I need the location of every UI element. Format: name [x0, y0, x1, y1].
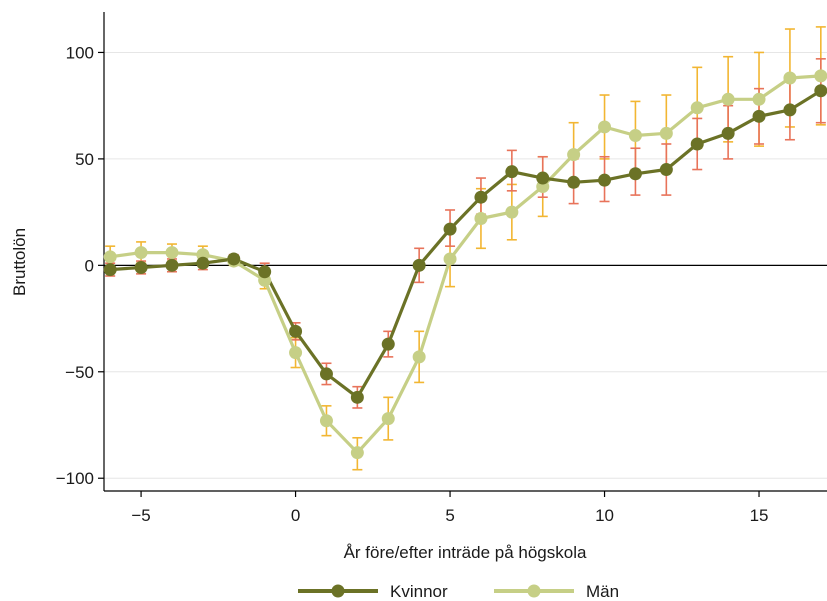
legend-item-man: Män	[494, 582, 619, 601]
data-point-1	[659, 126, 673, 140]
y-tick-label: 100	[66, 43, 94, 62]
x-tick-label: 10	[595, 506, 614, 525]
axes	[103, 12, 827, 492]
x-tick-label: 0	[291, 506, 300, 525]
data-point-0	[659, 163, 673, 177]
data-point-0	[598, 173, 612, 187]
legend-item-kvinnor: Kvinnor	[298, 582, 448, 601]
data-point-0	[505, 165, 519, 179]
data-point-1	[628, 128, 642, 142]
data-point-1	[752, 92, 766, 106]
data-point-1	[134, 246, 148, 260]
data-point-0	[783, 103, 797, 117]
data-point-0	[536, 171, 550, 185]
series-lines	[109, 74, 822, 455]
legend-marker-kvinnor	[331, 584, 345, 598]
data-point-1	[165, 246, 179, 260]
data-point-1	[505, 205, 519, 219]
data-point-1	[350, 446, 364, 460]
y-tick-label: −100	[56, 469, 94, 488]
data-point-1	[289, 346, 303, 360]
data-point-0	[134, 260, 148, 274]
data-point-0	[474, 190, 488, 204]
y-axis-title: Bruttolön	[10, 228, 29, 296]
data-point-1	[567, 148, 581, 162]
data-point-0	[690, 137, 704, 151]
y-tick-label: 50	[75, 150, 94, 169]
data-point-0	[381, 337, 395, 351]
data-point-0	[567, 175, 581, 189]
data-point-1	[443, 252, 457, 266]
series-points	[103, 69, 827, 460]
data-point-0	[227, 252, 241, 266]
data-point-0	[752, 109, 766, 123]
x-axis-title: År före/efter inträde på högskola	[344, 543, 587, 562]
y-tick-label: 0	[85, 256, 94, 275]
data-point-0	[196, 256, 210, 270]
data-point-1	[103, 250, 117, 264]
gridlines	[104, 51, 827, 479]
data-point-0	[258, 265, 272, 279]
data-point-1	[319, 414, 333, 428]
data-point-0	[443, 222, 457, 236]
confidence-intervals	[105, 26, 826, 471]
data-point-0	[628, 167, 642, 181]
legend-marker-man	[527, 584, 541, 598]
data-point-1	[814, 69, 827, 83]
data-point-0	[814, 84, 827, 98]
data-point-1	[690, 101, 704, 115]
data-point-1	[412, 350, 426, 364]
data-point-0	[350, 390, 364, 404]
data-point-1	[381, 412, 395, 426]
x-tick-label: 15	[750, 506, 769, 525]
data-point-1	[598, 120, 612, 134]
data-point-1	[783, 71, 797, 85]
series-line-1	[109, 74, 821, 455]
data-point-1	[474, 212, 488, 226]
y-tick-label: −50	[65, 363, 94, 382]
x-tick-label: 5	[445, 506, 454, 525]
series-line-0	[110, 89, 822, 399]
data-point-0	[289, 324, 303, 338]
data-point-0	[319, 367, 333, 381]
data-point-0	[165, 258, 179, 272]
legend-label-kvinnor: Kvinnor	[390, 582, 448, 601]
data-point-0	[103, 263, 117, 277]
legend: Kvinnor Män	[298, 582, 619, 601]
data-point-0	[412, 258, 426, 272]
data-point-1	[721, 92, 735, 106]
x-tick-label: −5	[131, 506, 150, 525]
data-point-0	[721, 126, 735, 140]
legend-label-man: Män	[586, 582, 619, 601]
